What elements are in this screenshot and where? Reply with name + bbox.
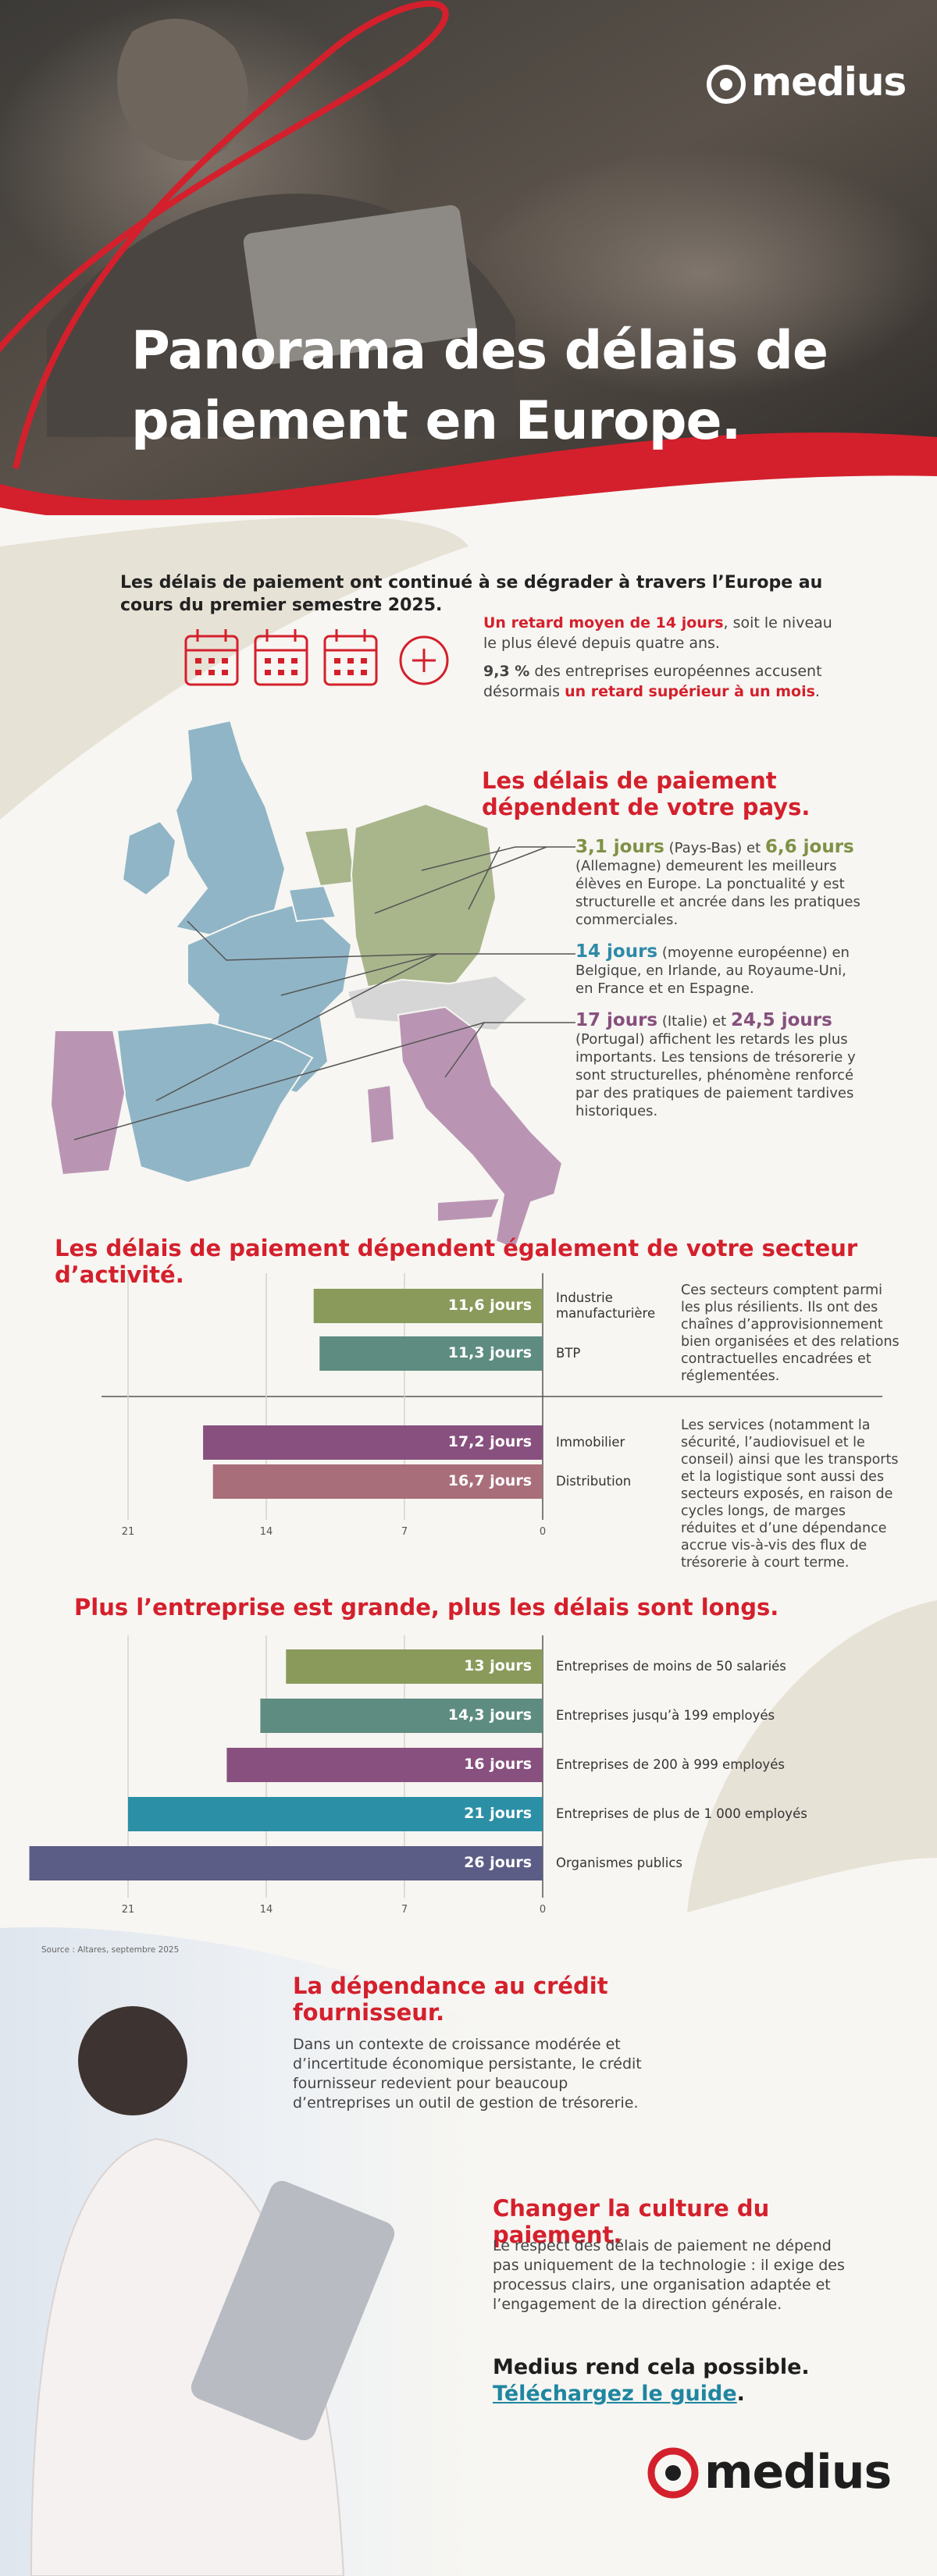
bar: [212, 1464, 543, 1499]
chart-note: Ces secteurs comptent parmi les plus rés…: [681, 1283, 900, 1384]
days: 14 jours: [575, 941, 658, 962]
bar: [29, 1846, 543, 1880]
stat-text: , soit le niveau le plus élevé depuis qu…: [483, 614, 832, 652]
x-tick-label: 21: [121, 1904, 135, 1916]
tablet: [191, 2180, 395, 2441]
logo-icon: [665, 2465, 681, 2481]
footer-logo: medius: [704, 2445, 892, 2500]
cta-end: .: [736, 2382, 745, 2406]
category-label: Entreprises de plus de 1 000 employés: [556, 1806, 807, 1821]
person-silhouette: [78, 2006, 187, 2115]
section-title: Changer la culture du paiement.: [493, 2195, 770, 2248]
value-label: 11,6 jours: [447, 1297, 532, 1314]
days: 3,1 jours: [575, 837, 664, 857]
stat-text: .: [814, 683, 820, 700]
category-label: Entreprises jusqu’à 199 employés: [556, 1708, 775, 1723]
x-tick-label: 14: [259, 1904, 273, 1916]
value-label: 26 jours: [464, 1854, 532, 1871]
days: 17 jours: [575, 1010, 658, 1030]
stat-highlight: un retard supérieur à un mois: [565, 683, 815, 700]
bar: [226, 1748, 543, 1782]
text: (Portugal) affichent les retards les plu…: [575, 1031, 856, 1119]
bar: [313, 1289, 543, 1323]
text: (moyenne européenne) en Belgique, en Irl…: [575, 945, 850, 997]
laptop: [243, 205, 476, 365]
swoosh: [0, 0, 449, 469]
days: 6,6 jours: [764, 837, 854, 857]
stat-text: des entreprises européennes accusent dés…: [483, 663, 822, 700]
section-text: Dans un contexte de croissance modérée e…: [293, 2036, 642, 2112]
bar: [260, 1699, 543, 1733]
value-label: 11,3 jours: [447, 1344, 532, 1361]
days: 24,5 jours: [730, 1010, 832, 1030]
stat-highlight: Un retard moyen de 14 jours: [483, 614, 724, 632]
calendar-icons: [184, 629, 449, 686]
map-leader-lines: [73, 846, 575, 1140]
value-label: 17,2 jours: [447, 1433, 532, 1450]
section-title: La dépendance au crédit fournisseur.: [293, 1973, 608, 2026]
x-tick-label: 14: [259, 1526, 273, 1538]
country-group: 3,1 jours (Pays-Bas) et 6,6 jours (Allem…: [575, 838, 864, 929]
stat: 9,3 % des entreprises européennes accuse…: [483, 661, 843, 702]
text: (Pays-Bas) et: [664, 840, 765, 856]
country-group: 17 jours (Italie) et 24,5 jours (Portuga…: [575, 1012, 864, 1120]
x-tick-label: 7: [401, 1904, 408, 1916]
chart-title: Plus l’entreprise est grande, plus les d…: [74, 1594, 779, 1621]
category-label: Organismes publics: [556, 1856, 683, 1870]
intro-text: Les délais de paiement ont continué à se…: [120, 573, 823, 615]
x-tick-label: 7: [401, 1526, 408, 1538]
category-label: Immobilier: [556, 1435, 625, 1450]
chart-note: Les services (notamment la sécurité, l’a…: [681, 1418, 899, 1571]
value-label: 16 jours: [464, 1756, 532, 1773]
section-text: Le respect des délais de paiement ne dép…: [493, 2237, 845, 2313]
decor: [0, 517, 468, 820]
header-logo: medius: [751, 59, 907, 105]
x-tick-label: 0: [539, 1526, 547, 1538]
map-title: Les délais de paiement dépendent de votr…: [482, 767, 811, 820]
europe-map: [49, 719, 564, 1251]
logo-icon: [707, 65, 746, 104]
value-label: 16,7 jours: [447, 1472, 532, 1489]
text: (Italie) et: [657, 1013, 731, 1030]
cta-text: Medius rend cela possible.: [493, 2355, 810, 2379]
bar: [128, 1797, 543, 1831]
value-label: 13 jours: [464, 1657, 532, 1674]
photo-light: [468, 148, 937, 398]
logo-icon: [720, 78, 732, 91]
person-silhouette: [117, 19, 248, 161]
source: Source : Altares, septembre 2025: [41, 1945, 180, 1955]
bar: [203, 1425, 543, 1460]
cta-link[interactable]: Téléchargez le guide: [493, 2382, 737, 2406]
category-label: Distribution: [556, 1474, 632, 1489]
country-group: 14 jours (moyenne européenne) en Belgiqu…: [575, 943, 864, 998]
logo-icon: [647, 2447, 699, 2499]
x-tick-label: 0: [539, 1904, 547, 1916]
x-tick-label: 21: [121, 1526, 135, 1538]
decor: [687, 1600, 937, 1912]
bar: [319, 1336, 543, 1371]
category-label: Entreprises de moins de 50 salariés: [556, 1659, 786, 1674]
category-label: Industrie manufacturière: [556, 1290, 656, 1321]
calendar-dots: [195, 658, 367, 675]
category-label: Entreprises de 200 à 999 employés: [556, 1757, 785, 1772]
stat: Un retard moyen de 14 jours, soit le niv…: [483, 613, 843, 653]
main-title: Panorama des délais de paiement en Europ…: [131, 320, 828, 452]
value-label: 14,3 jours: [447, 1706, 532, 1724]
chart-title: Les délais de paiement dépendent égaleme…: [55, 1235, 858, 1288]
stat-highlight: 9,3 %: [483, 663, 530, 680]
category-label: BTP: [556, 1346, 581, 1361]
text: (Allemagne) demeurent les meilleurs élèv…: [575, 858, 860, 928]
value-label: 21 jours: [464, 1805, 532, 1822]
cta: Medius rend cela possible. Téléchargez le…: [493, 2354, 810, 2407]
bar: [286, 1649, 543, 1684]
